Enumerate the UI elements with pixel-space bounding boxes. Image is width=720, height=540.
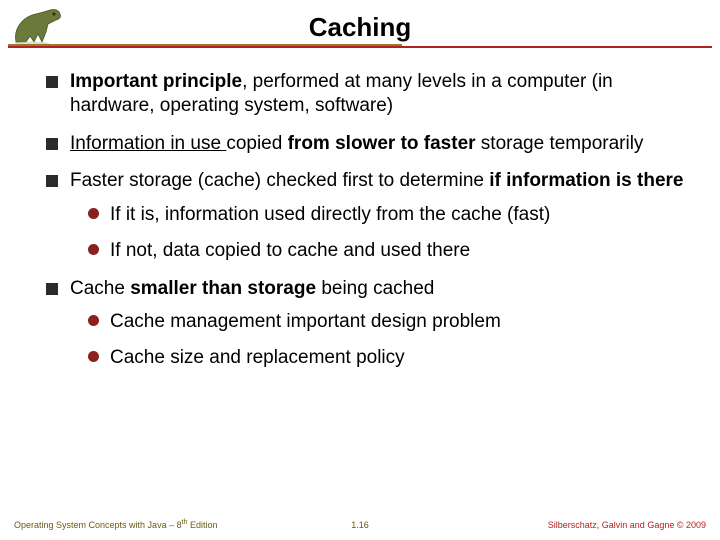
footer-copyright: Silberschatz, Galvin and Gagne © 2009 xyxy=(548,520,706,530)
bullet-1-bold: Important principle xyxy=(70,71,242,92)
slide-header: Caching xyxy=(0,0,720,60)
bullet-2-underline: Information in use xyxy=(70,133,226,154)
footer-left: Operating System Concepts with Java – 8t… xyxy=(14,519,217,530)
bullet-3-bold: if information is there xyxy=(489,170,683,191)
bullet-2-end: storage temporarily xyxy=(476,133,644,154)
dinosaur-logo xyxy=(8,2,68,48)
main-bullet-list: Important principle, performed at many l… xyxy=(46,70,690,370)
bullet-4-sub-2: Cache size and replacement policy xyxy=(88,346,690,370)
slide-content: Important principle, performed at many l… xyxy=(0,60,720,370)
bullet-4-sublist: Cache management important design proble… xyxy=(88,310,690,370)
bullet-3-sublist: If it is, information used directly from… xyxy=(88,203,690,263)
bullet-2-mid: copied xyxy=(226,133,287,154)
slide-title: Caching xyxy=(0,8,720,43)
bullet-3-pre: Faster storage (cache) checked first to … xyxy=(70,170,489,191)
bullet-4-post: being cached xyxy=(316,278,434,299)
bullet-4-pre: Cache xyxy=(70,278,130,299)
bullet-3-sub-2: If not, data copied to cache and used th… xyxy=(88,239,690,263)
footer-page-number: 1.16 xyxy=(351,520,369,530)
bullet-1: Important principle, performed at many l… xyxy=(46,70,690,118)
bullet-3: Faster storage (cache) checked first to … xyxy=(46,169,690,262)
bullet-2-bold: from slower to faster xyxy=(288,133,476,154)
bullet-4-sub-1: Cache management important design proble… xyxy=(88,310,690,334)
bullet-4-bold: smaller than storage xyxy=(130,278,316,299)
bullet-3-sub-1: If it is, information used directly from… xyxy=(88,203,690,227)
bullet-4: Cache smaller than storage being cached … xyxy=(46,277,690,370)
bullet-2: Information in use copied from slower to… xyxy=(46,132,690,156)
slide-footer: Operating System Concepts with Java – 8t… xyxy=(0,519,720,530)
title-underline xyxy=(8,44,712,48)
